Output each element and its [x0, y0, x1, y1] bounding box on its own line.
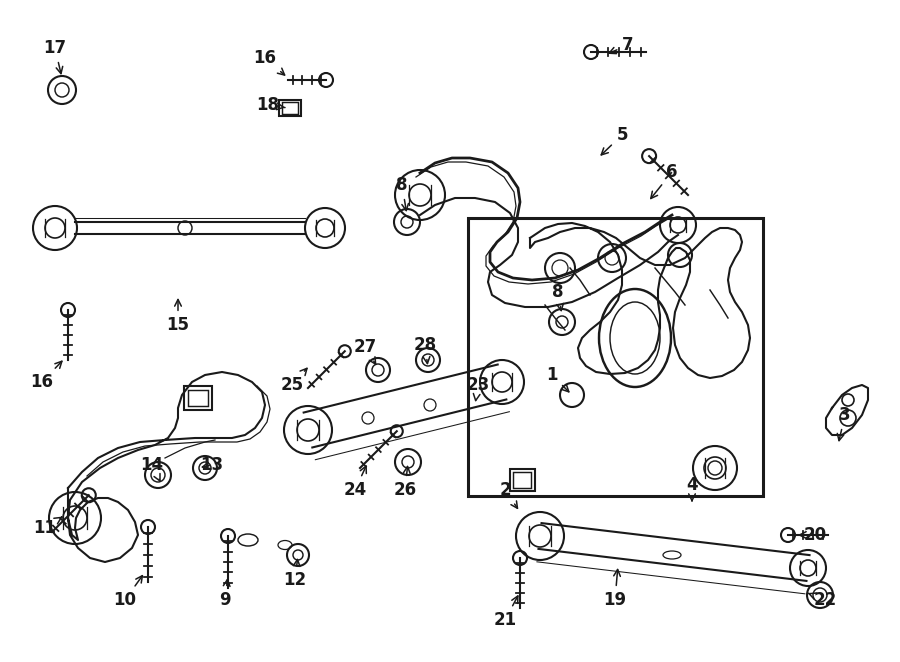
Text: 15: 15: [166, 299, 190, 334]
Text: 5: 5: [601, 126, 628, 155]
Text: 22: 22: [808, 591, 837, 609]
Bar: [513, 472, 531, 488]
Bar: [509, 469, 535, 491]
Text: 17: 17: [43, 39, 67, 73]
Text: 8: 8: [553, 283, 563, 310]
Text: 11: 11: [33, 517, 62, 537]
Bar: [468, 218, 763, 496]
Bar: [283, 103, 298, 114]
Bar: [279, 100, 301, 116]
Text: 28: 28: [413, 336, 436, 363]
Text: 3: 3: [837, 406, 850, 441]
Text: 24: 24: [344, 466, 366, 499]
Text: 25: 25: [281, 368, 307, 394]
Text: 7: 7: [609, 36, 634, 54]
Text: 20: 20: [798, 526, 826, 544]
Text: 21: 21: [493, 596, 518, 629]
Text: 4: 4: [686, 476, 698, 500]
Text: 2: 2: [500, 481, 518, 508]
Text: 6: 6: [651, 163, 678, 199]
Text: 16: 16: [254, 49, 284, 75]
Text: 10: 10: [113, 576, 142, 609]
Text: 18: 18: [256, 96, 285, 114]
Text: 8: 8: [396, 176, 409, 211]
Bar: [188, 390, 208, 406]
Text: 19: 19: [603, 569, 626, 609]
Text: 14: 14: [140, 456, 164, 481]
Text: 27: 27: [354, 338, 376, 364]
Bar: [184, 386, 212, 410]
Text: 16: 16: [31, 361, 62, 391]
Text: 9: 9: [220, 579, 230, 609]
Text: 12: 12: [284, 559, 307, 589]
Text: 13: 13: [201, 456, 223, 474]
Text: 23: 23: [466, 376, 490, 401]
Text: 26: 26: [393, 467, 417, 499]
Text: 1: 1: [546, 366, 569, 392]
